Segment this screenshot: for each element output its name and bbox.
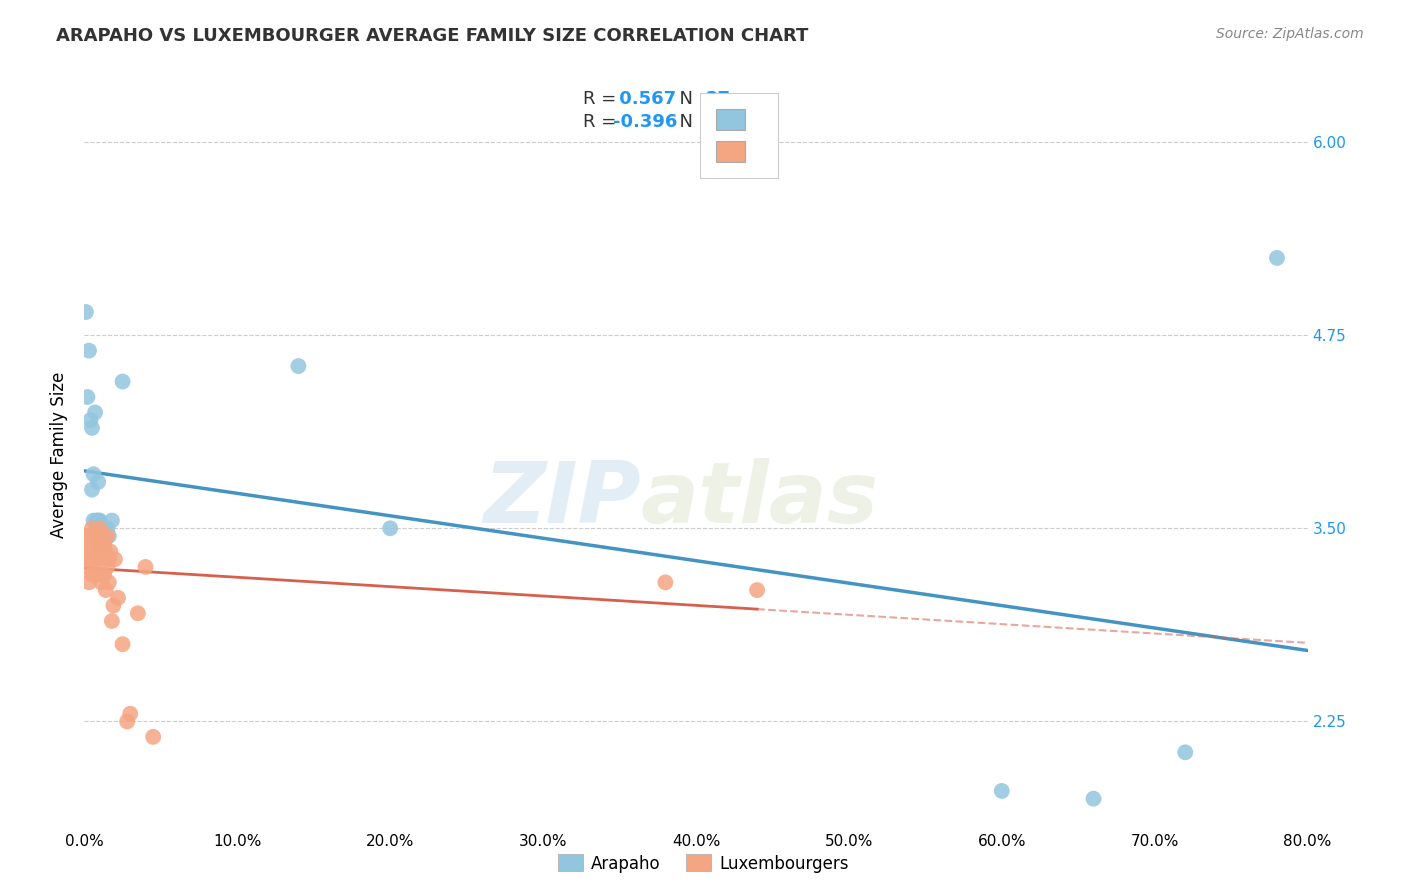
Point xyxy=(86,521,108,535)
Point xyxy=(89,514,111,528)
Point xyxy=(97,575,120,590)
Point xyxy=(98,544,121,558)
Point xyxy=(86,537,108,551)
Point xyxy=(89,537,111,551)
Point xyxy=(96,521,118,535)
Point xyxy=(76,390,98,404)
Point xyxy=(84,529,107,543)
Point xyxy=(94,544,117,558)
Point xyxy=(97,552,120,566)
Text: -0.396: -0.396 xyxy=(613,112,678,131)
Text: R =: R = xyxy=(583,112,623,131)
Point xyxy=(84,544,107,558)
Point xyxy=(77,544,100,558)
Point xyxy=(90,537,112,551)
Point xyxy=(1265,251,1288,265)
Point xyxy=(86,529,108,543)
Text: R =: R = xyxy=(583,90,623,108)
Point xyxy=(107,591,129,605)
Point xyxy=(79,552,101,566)
Text: ARAPAHO VS LUXEMBOURGER AVERAGE FAMILY SIZE CORRELATION CHART: ARAPAHO VS LUXEMBOURGER AVERAGE FAMILY S… xyxy=(56,27,808,45)
Text: Source: ZipAtlas.com: Source: ZipAtlas.com xyxy=(1216,27,1364,41)
Point xyxy=(83,467,105,482)
Point xyxy=(135,560,157,574)
Point xyxy=(1083,791,1105,805)
Point xyxy=(287,359,309,373)
Point xyxy=(111,637,134,651)
Text: atlas: atlas xyxy=(641,458,879,541)
Point xyxy=(83,529,105,543)
Point xyxy=(76,560,98,574)
Point xyxy=(83,567,105,582)
Point xyxy=(120,706,142,721)
Point xyxy=(79,413,101,427)
Point xyxy=(77,529,100,543)
Point xyxy=(91,544,114,558)
Point xyxy=(87,552,110,566)
Point xyxy=(76,537,98,551)
Point xyxy=(101,614,124,628)
Text: N =: N = xyxy=(668,90,720,108)
Point xyxy=(111,375,134,389)
Point xyxy=(89,521,111,535)
Point xyxy=(89,544,111,558)
Point xyxy=(79,529,101,543)
Point xyxy=(87,475,110,489)
Point xyxy=(93,567,115,582)
Point xyxy=(84,552,107,566)
Point xyxy=(103,599,125,613)
Point xyxy=(80,483,103,497)
Point xyxy=(86,514,108,528)
Point xyxy=(90,575,112,590)
Point xyxy=(80,544,103,558)
Text: N =: N = xyxy=(668,112,720,131)
Point xyxy=(87,529,110,543)
Point xyxy=(80,421,103,435)
Point xyxy=(80,521,103,535)
Point xyxy=(83,537,105,551)
Legend: Arapaho, Luxembourgers: Arapaho, Luxembourgers xyxy=(551,847,855,880)
Point xyxy=(77,575,100,590)
Point xyxy=(80,567,103,582)
Point xyxy=(83,514,105,528)
Point xyxy=(77,552,100,566)
Point xyxy=(97,529,120,543)
Point xyxy=(101,514,124,528)
Point xyxy=(93,537,115,551)
Point xyxy=(80,537,103,551)
Point xyxy=(96,529,118,543)
Point xyxy=(654,575,676,590)
Point xyxy=(96,560,118,574)
Point xyxy=(75,529,97,543)
Point xyxy=(93,537,115,551)
Point xyxy=(77,343,100,358)
Point xyxy=(91,521,114,535)
Point xyxy=(75,305,97,319)
Point xyxy=(747,583,769,598)
Text: 0.567: 0.567 xyxy=(613,90,676,108)
Legend:  ,  : , xyxy=(700,93,778,178)
Point xyxy=(84,405,107,419)
Point xyxy=(380,521,402,535)
Point xyxy=(104,552,127,566)
Text: 27: 27 xyxy=(706,90,731,108)
Point xyxy=(94,583,117,598)
Point xyxy=(115,714,138,729)
Point xyxy=(127,607,149,621)
Text: ZIP: ZIP xyxy=(484,458,641,541)
Point xyxy=(142,730,165,744)
Point xyxy=(91,529,114,543)
Point xyxy=(86,567,108,582)
Point xyxy=(87,514,110,528)
Point xyxy=(75,552,97,566)
Y-axis label: Average Family Size: Average Family Size xyxy=(51,372,69,538)
Point xyxy=(79,544,101,558)
Text: 53: 53 xyxy=(706,112,731,131)
Point xyxy=(1174,745,1197,759)
Point xyxy=(991,784,1014,798)
